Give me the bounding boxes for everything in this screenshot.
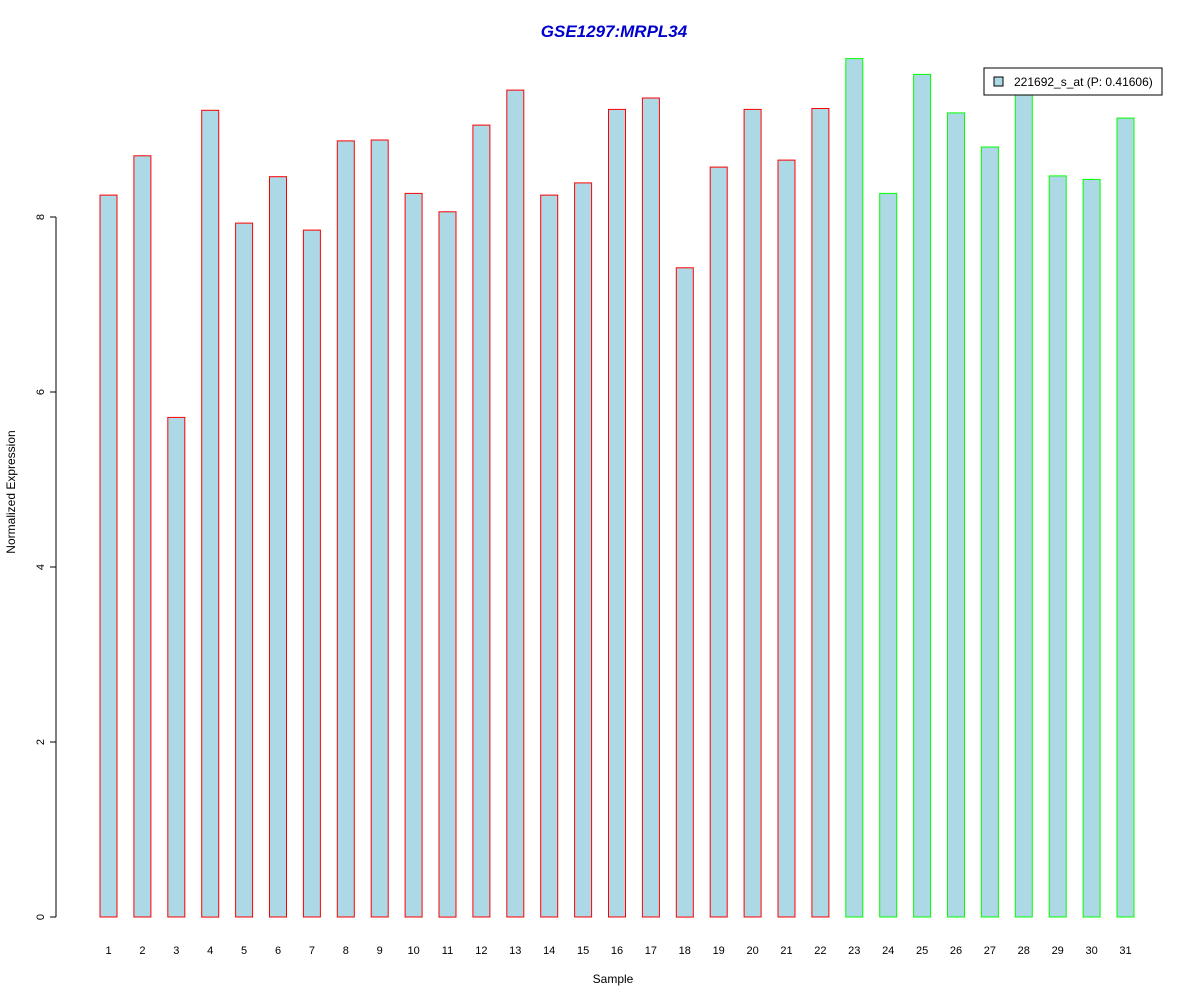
x-tick-label: 18 [679, 945, 691, 957]
x-tick-label: 4 [207, 945, 213, 957]
x-tick-label: 2 [139, 945, 145, 957]
chart-title: GSE1297:MRPL34 [541, 22, 688, 41]
legend-swatch [993, 76, 1004, 87]
bar-sample-4 [201, 109, 220, 918]
legend: 221692_s_at (P: 0.41606) [983, 67, 1163, 96]
x-tick-label: 24 [882, 945, 894, 957]
bar-sample-26 [947, 112, 965, 918]
x-tick-label: 25 [916, 945, 928, 957]
x-tick-label: 11 [442, 945, 453, 957]
bar-sample-12 [472, 124, 491, 918]
legend-box [983, 67, 1163, 96]
y-tick-label: 6 [35, 389, 47, 395]
bar-sample-8 [336, 140, 355, 918]
y-axis-title: Normalized Expression [4, 430, 18, 553]
x-tick-label: 8 [343, 945, 349, 957]
x-tick-label: 16 [611, 945, 623, 957]
bar-sample-9 [370, 139, 389, 918]
bar-sample-23 [845, 58, 864, 918]
x-tick-label: 5 [241, 945, 247, 957]
bar-sample-11 [438, 211, 457, 918]
x-tick-label: 27 [984, 945, 996, 957]
bar-sample-29 [1048, 175, 1067, 918]
bar-sample-18 [675, 267, 694, 918]
bar-sample-27 [980, 146, 999, 918]
bar-sample-17 [641, 97, 660, 918]
x-tick-label: 10 [407, 945, 419, 957]
x-tick-label: 6 [275, 945, 281, 957]
x-tick-label: 7 [309, 945, 315, 957]
x-tick-label: 26 [950, 945, 962, 957]
bar-sample-2 [133, 155, 152, 918]
bar-sample-21 [777, 159, 796, 918]
bar-sample-7 [302, 229, 321, 918]
bar-sample-30 [1082, 178, 1101, 918]
bar-sample-25 [913, 73, 932, 918]
x-tick-labels: 1 2 3 4 5 6 7 8 9 10 11 12 13 14 15 16 17 18 19 20 21 22 23 24 2… [105, 945, 1131, 957]
bars [99, 58, 1135, 918]
bar-sample-31 [1116, 117, 1135, 918]
bar-sample-28 [1014, 76, 1033, 918]
x-tick-label: 28 [1018, 945, 1030, 957]
x-tick-label: 13 [509, 945, 521, 957]
x-tick-label: 30 [1085, 945, 1097, 957]
x-tick-label: 22 [814, 945, 826, 957]
bar-sample-6 [269, 176, 287, 918]
x-axis-title: Sample [593, 972, 634, 986]
bar-sample-10 [404, 192, 423, 918]
bar-sample-16 [608, 108, 626, 918]
x-tick-label: 19 [713, 945, 725, 957]
bar-sample-20 [743, 108, 762, 918]
x-tick-label: 12 [475, 945, 487, 957]
x-tick-label: 29 [1052, 945, 1064, 957]
x-tick-label: 31 [1119, 945, 1131, 957]
y-tick-label: 4 [35, 564, 47, 570]
bar-sample-22 [811, 108, 830, 918]
bar-sample-13 [506, 89, 525, 918]
bar-sample-3 [167, 416, 186, 918]
bar-sample-14 [540, 194, 559, 918]
x-tick-label: 9 [377, 945, 383, 957]
x-tick-label: 20 [746, 945, 758, 957]
bar-sample-19 [709, 166, 728, 918]
x-tick-label: 1 [105, 945, 111, 957]
x-tick-label: 15 [577, 945, 589, 957]
bar-sample-15 [574, 182, 593, 918]
y-tick-label: 0 [35, 914, 47, 920]
bar-sample-1 [99, 194, 118, 918]
legend-label: 221692_s_at (P: 0.41606) [1014, 75, 1153, 89]
bar-sample-5 [235, 222, 254, 918]
y-axis: 0 2 4 6 8 [35, 214, 57, 920]
y-tick-label: 8 [35, 214, 47, 220]
x-tick-label: 3 [173, 945, 179, 957]
x-tick-label: 14 [543, 945, 555, 957]
y-tick-label: 2 [35, 739, 47, 745]
x-tick-label: 23 [848, 945, 860, 957]
bar-sample-24 [879, 192, 898, 918]
x-tick-label: 17 [645, 945, 657, 957]
x-tick-label: 21 [780, 945, 792, 957]
